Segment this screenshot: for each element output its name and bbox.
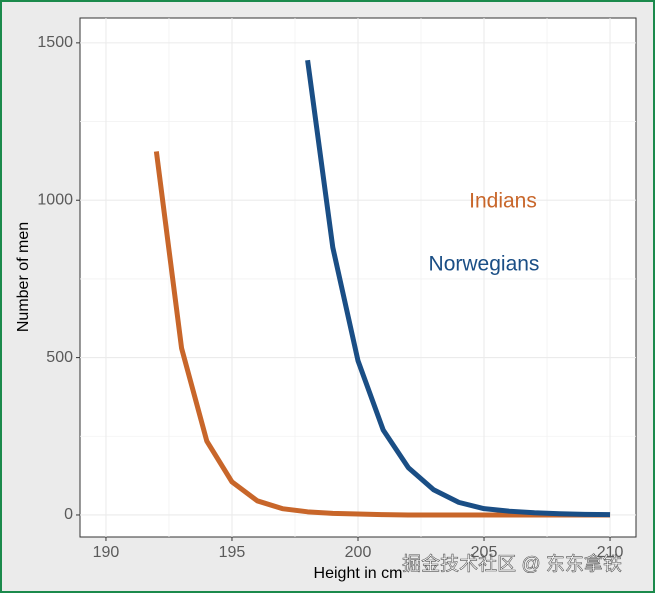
y-tick-label: 500 <box>46 349 73 366</box>
y-tick-label: 1000 <box>37 191 73 208</box>
series-line <box>305 59 611 518</box>
y-tick-label: 1500 <box>37 34 73 51</box>
lines <box>153 59 611 518</box>
x-tick-label: 210 <box>597 544 624 561</box>
x-tick-label: 190 <box>93 544 120 561</box>
series-label: Indians <box>469 190 537 213</box>
x-tick-label: 200 <box>345 544 372 561</box>
watermark: 掘金技术社区 @ 东东拿铁 <box>402 552 622 575</box>
x-tick-label: 195 <box>219 544 246 561</box>
y-axis-title: Number of men <box>15 222 32 332</box>
series-label: Norwegians <box>429 253 540 276</box>
y-tick-label: 0 <box>64 506 73 523</box>
x-axis-title: Height in cm <box>314 565 403 582</box>
x-tick-label: 205 <box>471 544 498 561</box>
